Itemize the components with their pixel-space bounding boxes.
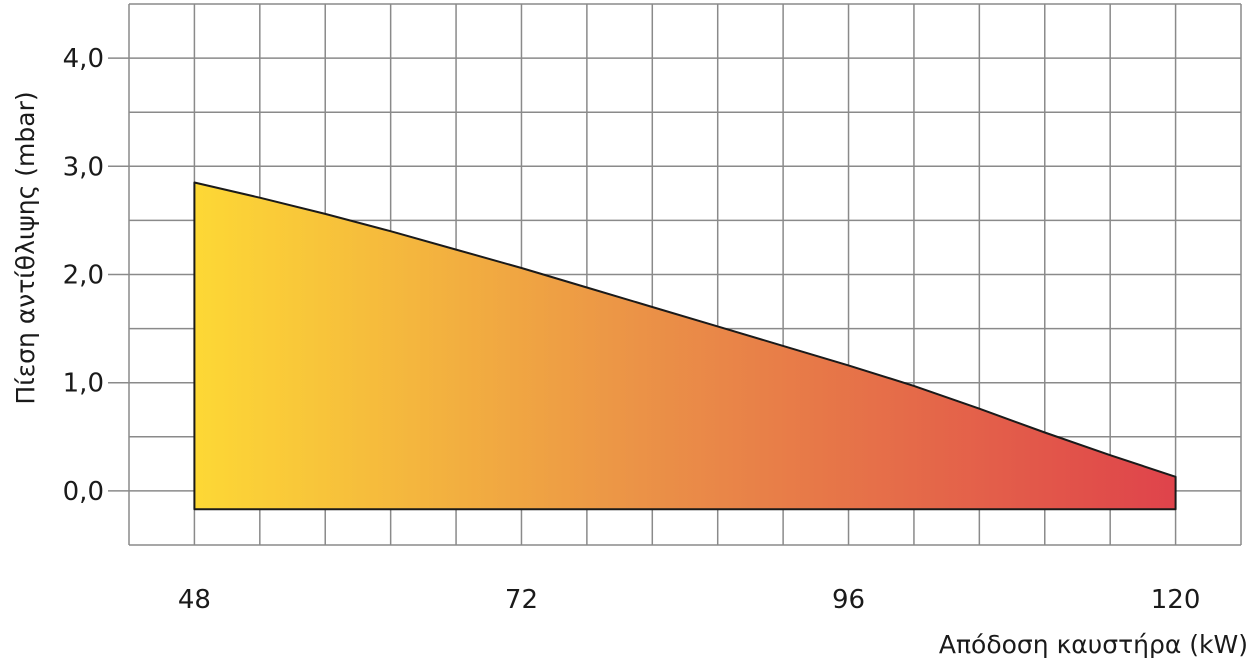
y-tick-label: 2,0 [63,261,104,291]
y-tick-label: 3,0 [63,152,104,182]
area-fill [193,181,1177,511]
y-axis-ticks: 0,0 1,0 2,0 3,0 4,0 [63,44,129,507]
x-axis-title: Απόδοση καυστήρα (kW) [939,630,1248,659]
x-tick-label: 96 [832,585,865,615]
x-tick-label: 120 [1151,585,1201,615]
x-tick-label: 72 [505,585,538,615]
area-layer [193,181,1177,511]
y-tick-label: 0,0 [63,477,104,507]
x-axis-ticks: 48 72 96 120 [178,585,1201,615]
y-tick-label: 1,0 [63,369,104,399]
y-tick-label: 4,0 [63,44,104,74]
x-tick-label: 48 [178,585,211,615]
y-axis-title: Πίεση αντίθλιψης (mbar) [11,91,40,404]
